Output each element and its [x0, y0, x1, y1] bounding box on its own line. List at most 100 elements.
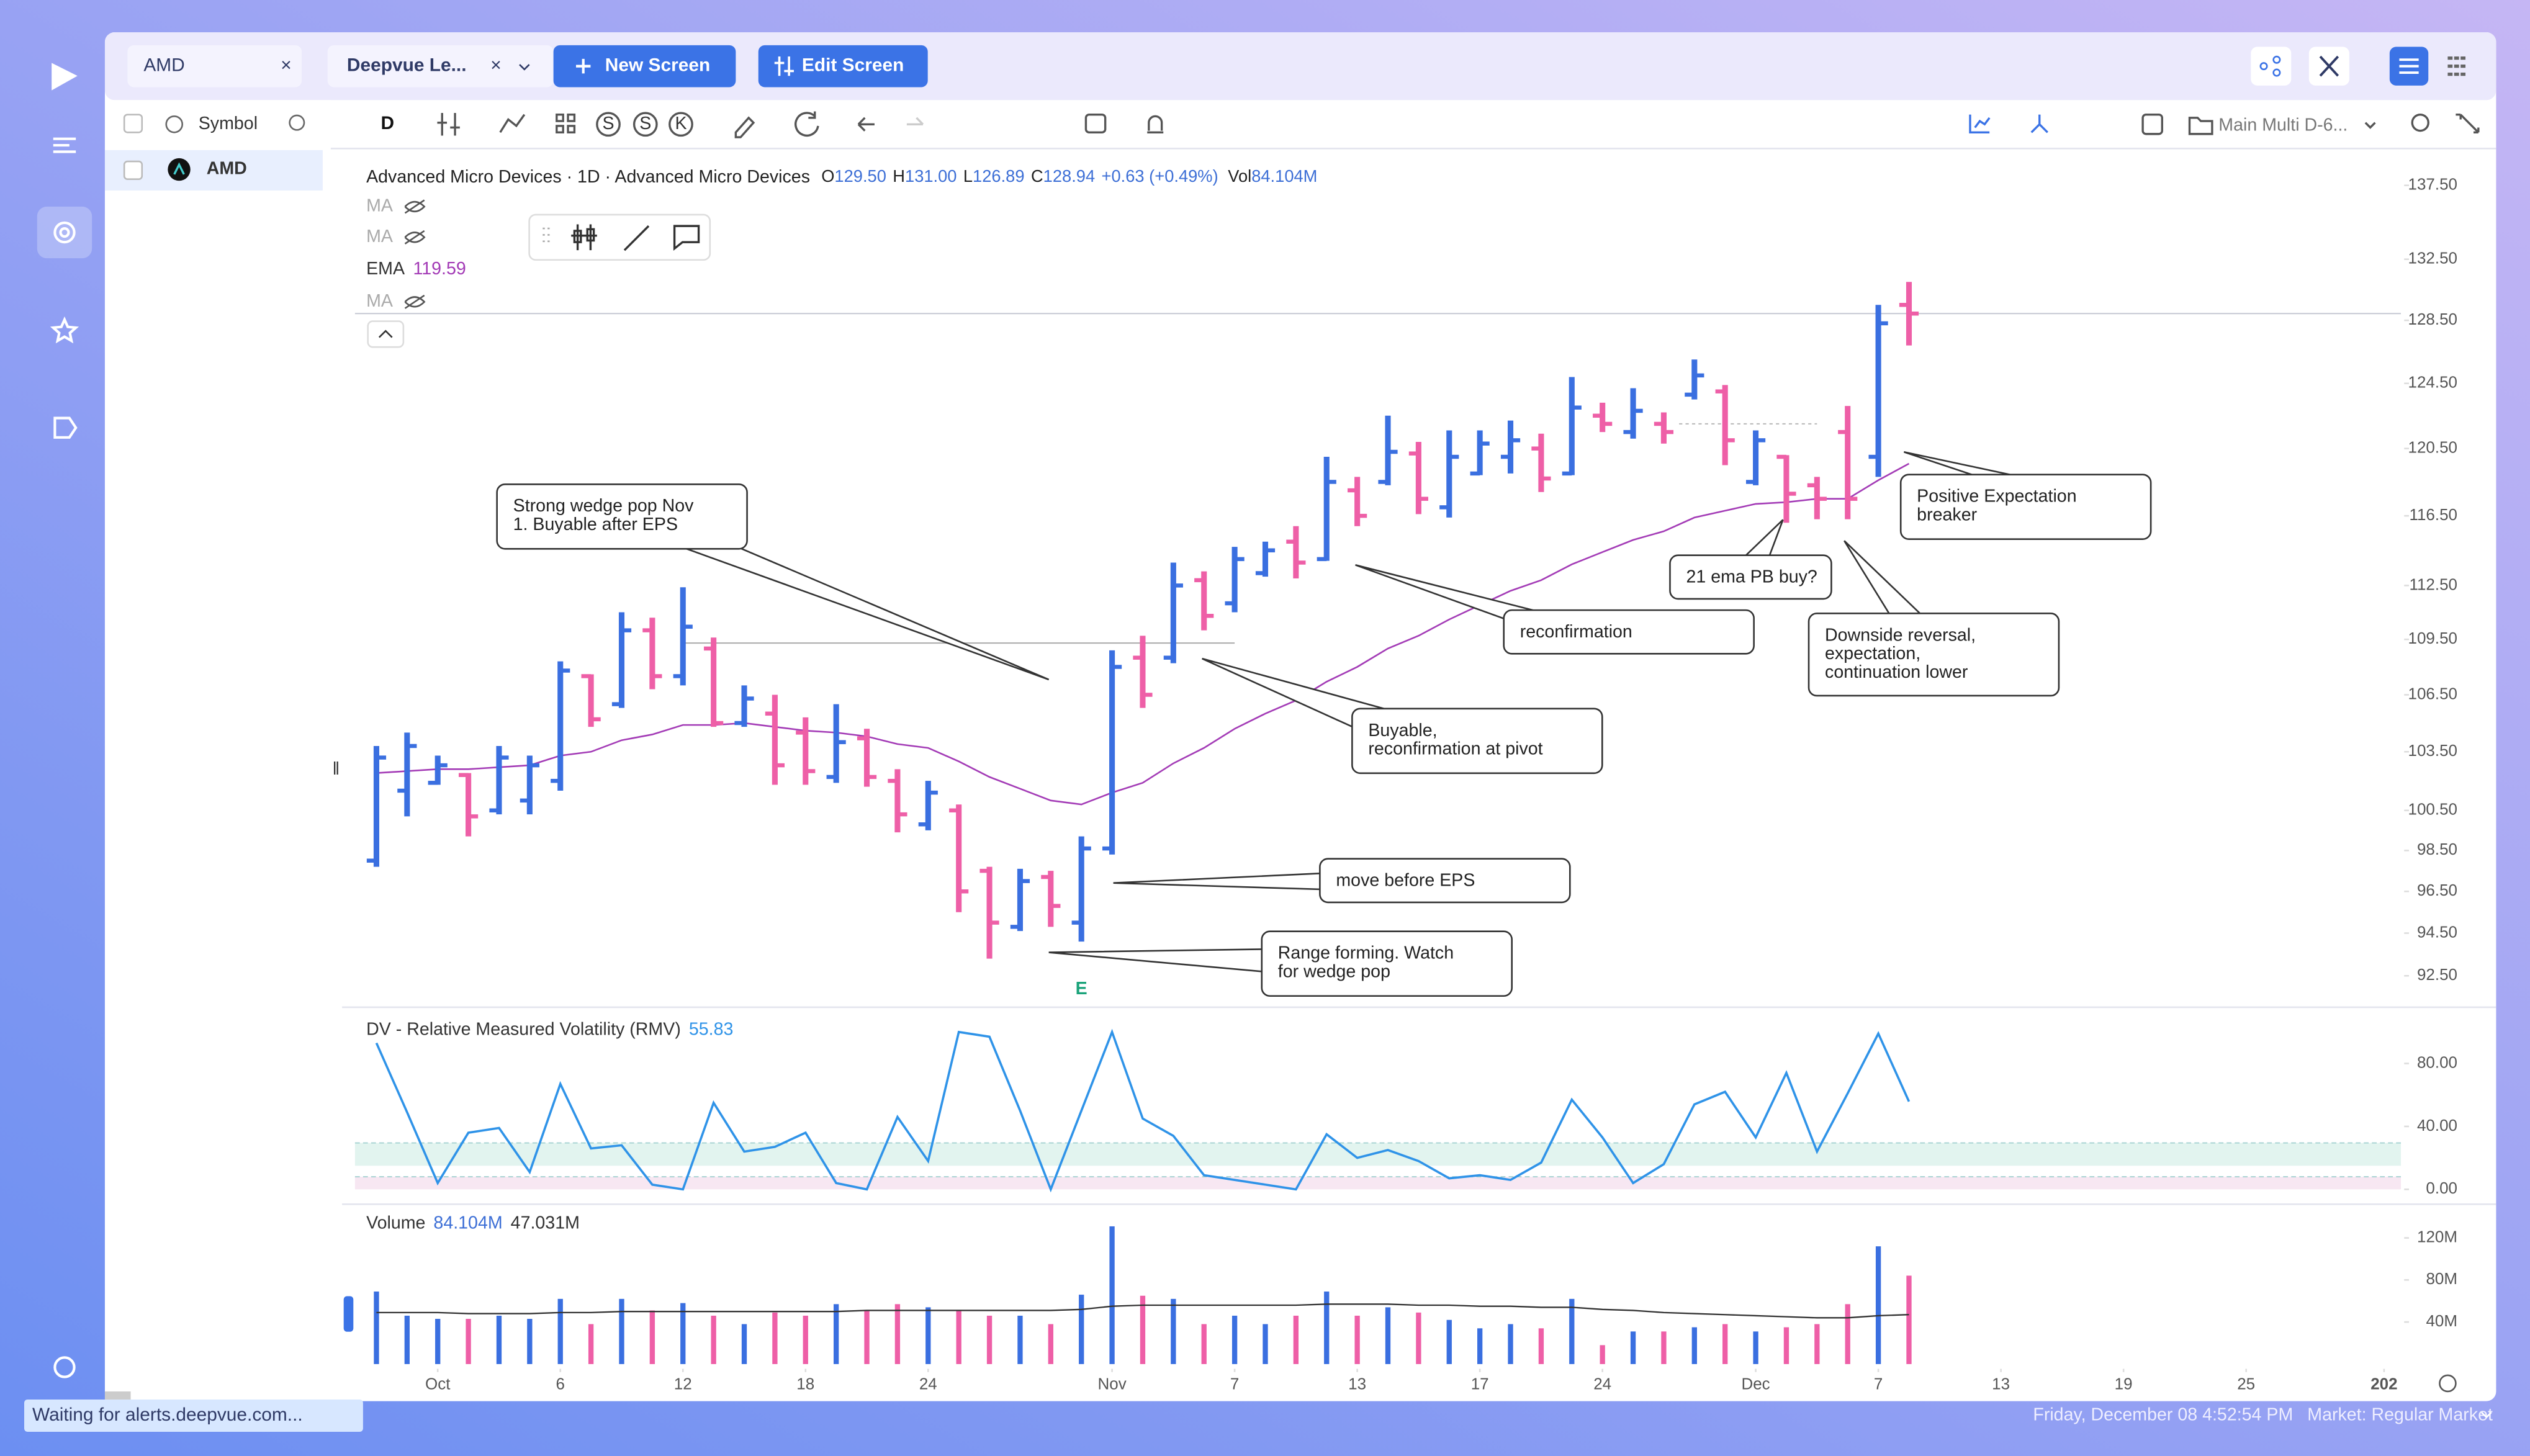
- x-tick-label: Dec: [1741, 1374, 1770, 1393]
- drawing-toolbar[interactable]: [528, 213, 711, 261]
- volume-bar: [649, 1310, 655, 1364]
- interval[interactable]: D: [380, 113, 394, 133]
- footer-market: Market: Regular Market: [2307, 1405, 2493, 1425]
- legend-value: 84.104M: [1251, 166, 1317, 186]
- legend-value: 131.00: [905, 166, 957, 186]
- layout-name[interactable]: Main Multi D-6...: [2218, 115, 2348, 135]
- checkbox[interactable]: [123, 160, 143, 180]
- edit-screen-button[interactable]: [758, 45, 928, 88]
- volume-bar: [803, 1315, 808, 1364]
- status-text: Waiting for alerts.deepvue.com...: [32, 1404, 303, 1425]
- legend-key: O: [821, 166, 834, 186]
- volume-bar: [1783, 1327, 1789, 1364]
- symbol-logo: [168, 158, 191, 181]
- indicator-label: MA: [366, 291, 394, 311]
- ema-line: [376, 462, 1910, 806]
- volume-bar: [1354, 1315, 1360, 1364]
- y-tick-label: 106.50: [2408, 684, 2458, 703]
- close-icon[interactable]: ×: [490, 55, 501, 76]
- splitter[interactable]: ‖: [332, 759, 340, 779]
- volume-bar: [1875, 1246, 1881, 1364]
- tab-label[interactable]: AMD: [143, 55, 184, 76]
- callout-text: 21 ema PB buy?: [1686, 567, 1817, 587]
- settings-icon[interactable]: [2439, 1374, 2457, 1393]
- volume-bar: [1385, 1307, 1391, 1364]
- badge[interactable]: S: [602, 114, 614, 133]
- volume-bar: [1109, 1226, 1115, 1364]
- volume-bar: [1600, 1345, 1605, 1364]
- volume-bar: [1630, 1331, 1636, 1364]
- collapse-button[interactable]: [367, 320, 405, 348]
- settings-icon[interactable]: [289, 114, 305, 131]
- callout-text: Positive Expectation: [1917, 487, 2076, 506]
- volume-bar: [1171, 1298, 1176, 1364]
- volume-bar: [1661, 1331, 1667, 1364]
- indicator-label: MA: [366, 195, 394, 215]
- nav-icons[interactable]: [37, 137, 92, 1378]
- logo[interactable]: [52, 63, 78, 91]
- x-tick-label: 25: [2237, 1374, 2255, 1393]
- x-tick-label: 24: [1593, 1374, 1611, 1393]
- y-tick-label: 112.50: [2409, 575, 2457, 593]
- y-tick-label: 120M: [2417, 1227, 2457, 1246]
- volume-bar: [1906, 1275, 1912, 1364]
- chevron[interactable]: [2481, 1411, 2492, 1419]
- y-tick-label: 80M: [2426, 1269, 2457, 1288]
- callout-text: for wedge pop: [1278, 962, 1390, 982]
- chevron[interactable]: [519, 64, 530, 71]
- x-tick-label: 7: [1230, 1374, 1239, 1393]
- pane-handle[interactable]: [343, 1296, 354, 1332]
- checkbox[interactable]: [123, 114, 143, 133]
- callout-joint: [1744, 557, 1767, 560]
- y-tick-label: 100.50: [2408, 800, 2458, 819]
- volume-bar: [711, 1315, 716, 1364]
- hidden-icon: [404, 199, 426, 214]
- legend-title: Volume: [366, 1213, 425, 1233]
- legend-value: 84.104M: [433, 1213, 502, 1233]
- hidden-icon: [404, 230, 426, 245]
- button-label[interactable]: New Screen: [605, 55, 710, 76]
- top-right-icons[interactable]: [2251, 47, 2466, 86]
- tab-label[interactable]: Deepvue Le...: [347, 55, 467, 76]
- tab[interactable]: [127, 45, 302, 88]
- volume-bar: [557, 1298, 563, 1364]
- toolbar-icons[interactable]: [437, 111, 2480, 138]
- settings-icon[interactable]: [165, 115, 184, 133]
- y-tick-label: 40.00: [2417, 1116, 2457, 1135]
- legend-title: Advanced Micro Devices · 1D · Advanced M…: [366, 167, 810, 187]
- volume-bar: [1048, 1324, 1053, 1364]
- volume-bar: [466, 1319, 471, 1364]
- x-tick-label: 12: [674, 1374, 692, 1393]
- y-tick-label: 40M: [2426, 1311, 2457, 1330]
- callout-joint: [679, 544, 733, 547]
- badge[interactable]: K: [675, 114, 687, 133]
- footer-time: Friday, December 08 4:52:54 PM: [2033, 1405, 2293, 1425]
- chevron: [378, 330, 393, 338]
- badge[interactable]: S: [639, 114, 651, 133]
- sidebar: [104, 100, 331, 1401]
- button-label[interactable]: Edit Screen: [802, 55, 904, 76]
- y-tick-label: 109.50: [2408, 629, 2458, 647]
- legend-key: L: [963, 166, 973, 186]
- new-screen-button[interactable]: [553, 45, 736, 88]
- earnings-marker: E: [1076, 979, 1087, 999]
- scrollbar[interactable]: [104, 1391, 131, 1400]
- volume-ma-line: [376, 1303, 1909, 1319]
- legend-value: 47.031M: [511, 1213, 580, 1233]
- drawing-tools[interactable]: [542, 224, 700, 251]
- rmv-line: [375, 1028, 1911, 1193]
- volume-bar: [1477, 1328, 1483, 1364]
- y-tick-label: 96.50: [2417, 881, 2457, 899]
- x-tick-label: 6: [556, 1374, 565, 1393]
- callout-text: Strong wedge pop Nov: [513, 496, 695, 516]
- symbol[interactable]: AMD: [207, 159, 247, 179]
- callout-box: [1319, 858, 1571, 904]
- volume-bar: [619, 1298, 624, 1364]
- callout-text: 1. Buyable after EPS: [513, 515, 678, 534]
- callout-joint: [1893, 614, 1922, 619]
- close-icon[interactable]: ×: [281, 55, 291, 76]
- volume-bar: [1324, 1291, 1330, 1364]
- volume-bar: [1845, 1304, 1850, 1364]
- tab[interactable]: [327, 45, 554, 88]
